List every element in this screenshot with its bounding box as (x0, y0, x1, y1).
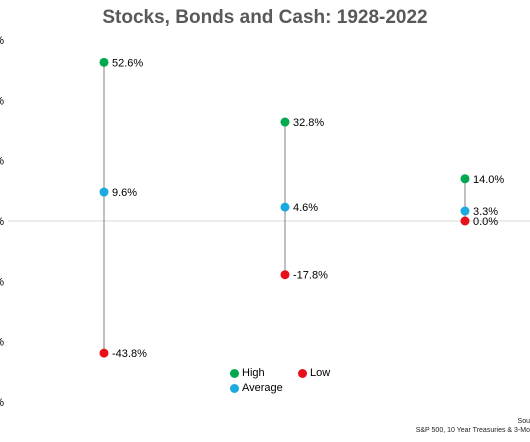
legend-item-average: Average (230, 382, 283, 394)
y-tick-label: 40% (0, 95, 4, 107)
y-tick-label: -60% (0, 397, 4, 409)
source-note-line1: Sou (517, 418, 530, 425)
source-note-line2: S&P 500, 10 Year Treasuries & 3-Mo (415, 427, 530, 434)
average-marker (460, 206, 470, 216)
average-data-label: 3.3% (473, 206, 498, 218)
legend-item-low: Low (298, 367, 330, 379)
high-data-label: 52.6% (112, 57, 143, 69)
average-data-label: 4.6% (293, 202, 318, 214)
legend-low-marker (298, 368, 307, 378)
high-data-label: 32.8% (293, 117, 324, 129)
low-data-label: 0.0% (473, 216, 498, 228)
low-marker (99, 348, 109, 358)
legend-average-label: Average (242, 382, 283, 394)
legend-low-label: Low (310, 367, 331, 379)
low-data-label: -17.8% (293, 270, 328, 282)
y-tick-label: -20% (0, 276, 4, 288)
low-data-label: -43.8% (112, 348, 147, 360)
legend-high-label: High (242, 367, 265, 379)
y-tick-label: 60% (0, 35, 4, 47)
legend-average-marker (230, 383, 239, 393)
y-tick-label: 20% (0, 156, 4, 168)
y-tick-label: 0% (0, 216, 4, 228)
high-marker (460, 174, 470, 184)
average-data-label: 9.6% (112, 187, 137, 199)
high-marker (99, 57, 109, 67)
legend-high-marker (230, 368, 239, 378)
average-marker (280, 202, 290, 212)
y-tick-label: -40% (0, 337, 4, 349)
high-data-label: 14.0% (473, 174, 504, 186)
average-marker (99, 187, 109, 197)
high-marker (280, 117, 290, 127)
chart-title: Stocks, Bonds and Cash: 1928-2022 (102, 7, 428, 28)
low-marker (280, 270, 290, 280)
low-marker (460, 216, 470, 226)
legend-item-high: High (230, 367, 265, 379)
